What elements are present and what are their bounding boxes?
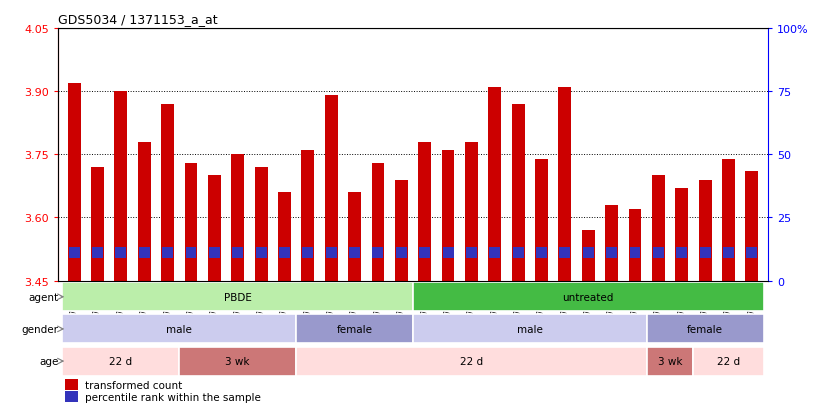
Bar (297, 347, 647, 376)
Bar (489, 247, 501, 258)
Bar (231, 155, 244, 281)
Text: percentile rank within the sample: percentile rank within the sample (85, 392, 261, 402)
Bar (65, 392, 78, 402)
Bar (605, 205, 618, 281)
Bar (676, 247, 687, 258)
Bar (418, 142, 431, 281)
Bar (325, 247, 337, 258)
Bar (301, 151, 314, 281)
Bar (559, 247, 570, 258)
Bar (512, 104, 525, 281)
Bar (693, 347, 763, 376)
Bar (513, 247, 524, 258)
Bar (395, 180, 408, 281)
Bar (535, 159, 548, 281)
Bar (606, 247, 617, 258)
Text: gender: gender (21, 324, 59, 334)
Bar (700, 247, 710, 258)
Bar (443, 247, 453, 258)
Text: 22 d: 22 d (460, 356, 483, 366)
Bar (256, 247, 267, 258)
Bar (442, 151, 454, 281)
Text: agent: agent (28, 292, 59, 302)
Bar (583, 247, 594, 258)
Bar (420, 247, 430, 258)
Bar (536, 247, 547, 258)
Bar (162, 247, 173, 258)
Bar (676, 189, 688, 281)
Bar (63, 282, 413, 311)
Text: GDS5034 / 1371153_a_at: GDS5034 / 1371153_a_at (58, 13, 217, 26)
Text: 22 d: 22 d (717, 356, 740, 366)
Bar (139, 247, 150, 258)
Bar (63, 315, 297, 344)
Bar (209, 247, 220, 258)
Bar (653, 247, 664, 258)
Bar (747, 247, 757, 258)
Bar (413, 315, 647, 344)
Bar (302, 247, 313, 258)
Bar (629, 247, 640, 258)
Bar (69, 247, 79, 258)
Bar (372, 164, 384, 281)
Text: untreated: untreated (563, 292, 614, 302)
Text: female: female (687, 324, 723, 334)
Bar (699, 180, 711, 281)
Bar (179, 347, 297, 376)
Text: male: male (517, 324, 543, 334)
Bar (115, 92, 127, 281)
Text: 3 wk: 3 wk (225, 356, 250, 366)
Bar (279, 247, 290, 258)
Bar (91, 168, 104, 281)
Bar (349, 247, 360, 258)
Text: 22 d: 22 d (109, 356, 132, 366)
Bar (629, 209, 642, 281)
Bar (232, 247, 243, 258)
Bar (116, 247, 126, 258)
Bar (297, 315, 413, 344)
Bar (184, 164, 197, 281)
Text: male: male (166, 324, 192, 334)
Bar (63, 347, 179, 376)
Bar (558, 88, 572, 281)
Text: transformed count: transformed count (85, 380, 182, 389)
Bar (373, 247, 383, 258)
Bar (348, 193, 361, 281)
Bar (396, 247, 406, 258)
Bar (652, 176, 665, 281)
Bar (254, 168, 268, 281)
Bar (325, 96, 338, 281)
Bar (647, 315, 763, 344)
Bar (647, 347, 693, 376)
Text: age: age (39, 356, 59, 366)
Bar (161, 104, 174, 281)
Bar (745, 172, 758, 281)
Text: PBDE: PBDE (224, 292, 252, 302)
Bar (208, 176, 221, 281)
Bar (722, 159, 735, 281)
Bar (138, 142, 150, 281)
Bar (92, 247, 103, 258)
Bar (466, 247, 477, 258)
Bar (723, 247, 734, 258)
Bar (582, 230, 595, 281)
Bar (186, 247, 197, 258)
Bar (488, 88, 501, 281)
Bar (65, 379, 78, 389)
Bar (413, 282, 763, 311)
Bar (278, 193, 291, 281)
Text: 3 wk: 3 wk (657, 356, 682, 366)
Bar (465, 142, 478, 281)
Bar (68, 83, 81, 281)
Text: female: female (336, 324, 373, 334)
